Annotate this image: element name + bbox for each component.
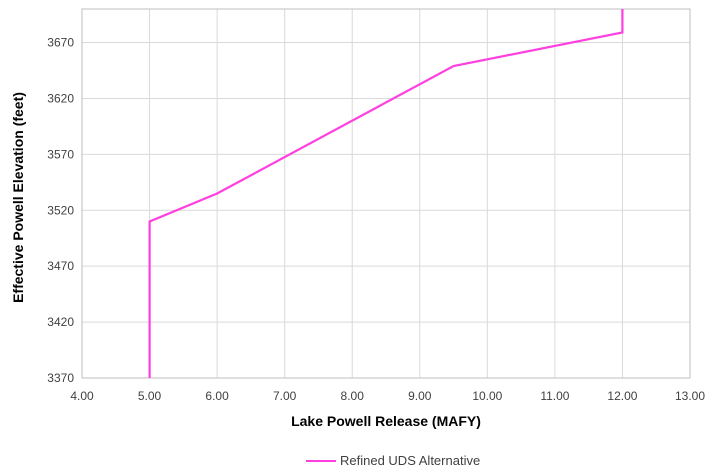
plot-area-border: [82, 9, 690, 378]
x-tick-label: 7.00: [273, 389, 297, 403]
y-tick-label: 3470: [47, 259, 74, 273]
x-tick-label: 12.00: [607, 389, 637, 403]
x-tick-label: 9.00: [408, 389, 432, 403]
y-tick-label: 3620: [47, 91, 74, 105]
y-axis-ticks: 3370 3420 3470 3520 3570 3620 3670: [47, 36, 74, 385]
x-tick-label: 6.00: [205, 389, 229, 403]
grid-layer: [82, 9, 690, 378]
x-tick-label: 11.00: [540, 389, 569, 403]
y-axis-title: Effective Powell Elevation (feet): [10, 92, 26, 303]
y-tick-label: 3520: [47, 203, 74, 217]
x-tick-label: 10.00: [472, 389, 502, 403]
y-tick-label: 3570: [47, 147, 74, 161]
y-tick-label: 3420: [47, 315, 74, 329]
x-axis-title: Lake Powell Release (MAFY): [291, 413, 481, 429]
y-tick-label: 3370: [47, 371, 74, 385]
legend-label: Refined UDS Alternative: [340, 453, 480, 467]
x-tick-label: 5.00: [138, 389, 162, 403]
x-tick-label: 13.00: [675, 389, 705, 403]
x-axis-ticks: 4.00 5.00 6.00 7.00 8.00 9.00 10.00 11.00 12.00 1…: [70, 389, 705, 403]
x-tick-label: 8.00: [341, 389, 365, 403]
x-tick-label: 4.00: [70, 389, 94, 403]
y-tick-label: 3670: [47, 36, 74, 50]
series-layer: [150, 9, 623, 378]
legend: Refined UDS Alternative: [306, 453, 480, 467]
series-line: [150, 9, 623, 378]
